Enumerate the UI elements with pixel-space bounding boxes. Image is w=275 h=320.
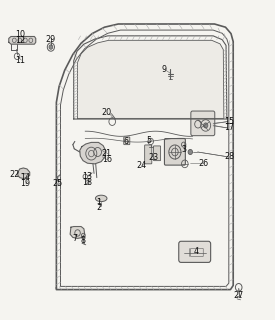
Circle shape	[188, 149, 192, 155]
Text: 9: 9	[162, 65, 167, 74]
Text: 18: 18	[82, 178, 92, 187]
Text: 2: 2	[96, 204, 101, 212]
Text: 6: 6	[123, 137, 128, 146]
FancyBboxPatch shape	[179, 241, 211, 262]
Text: 16: 16	[102, 156, 112, 164]
Circle shape	[49, 45, 53, 49]
Polygon shape	[18, 168, 30, 179]
Text: 29: 29	[45, 35, 55, 44]
Text: 1: 1	[96, 198, 101, 207]
FancyBboxPatch shape	[164, 139, 185, 165]
Text: 10: 10	[15, 30, 25, 39]
Text: 26: 26	[199, 159, 208, 168]
Text: 17: 17	[225, 124, 235, 132]
Text: 14: 14	[20, 173, 30, 182]
FancyBboxPatch shape	[124, 137, 130, 145]
Text: 12: 12	[15, 36, 25, 45]
Circle shape	[204, 123, 208, 128]
Text: 24: 24	[137, 161, 147, 170]
Polygon shape	[80, 142, 106, 164]
Polygon shape	[70, 227, 85, 238]
Text: 7: 7	[72, 234, 77, 243]
FancyBboxPatch shape	[153, 146, 161, 161]
Text: 4: 4	[194, 247, 199, 256]
Text: 27: 27	[233, 292, 244, 300]
Text: 20: 20	[102, 108, 112, 117]
Text: 21: 21	[102, 149, 112, 158]
Text: 8: 8	[81, 236, 86, 245]
Text: 22: 22	[9, 170, 20, 179]
FancyBboxPatch shape	[191, 111, 215, 136]
Text: 19: 19	[20, 180, 30, 188]
Text: 28: 28	[225, 152, 235, 161]
Text: 3: 3	[181, 145, 186, 154]
Text: 15: 15	[225, 117, 235, 126]
FancyBboxPatch shape	[145, 145, 152, 164]
Ellipse shape	[95, 195, 107, 202]
Polygon shape	[78, 40, 224, 118]
Text: 25: 25	[52, 179, 62, 188]
Text: 23: 23	[148, 153, 158, 162]
Polygon shape	[9, 36, 36, 44]
Text: 5: 5	[146, 136, 151, 145]
Text: 13: 13	[82, 172, 92, 181]
Text: 11: 11	[15, 56, 25, 65]
